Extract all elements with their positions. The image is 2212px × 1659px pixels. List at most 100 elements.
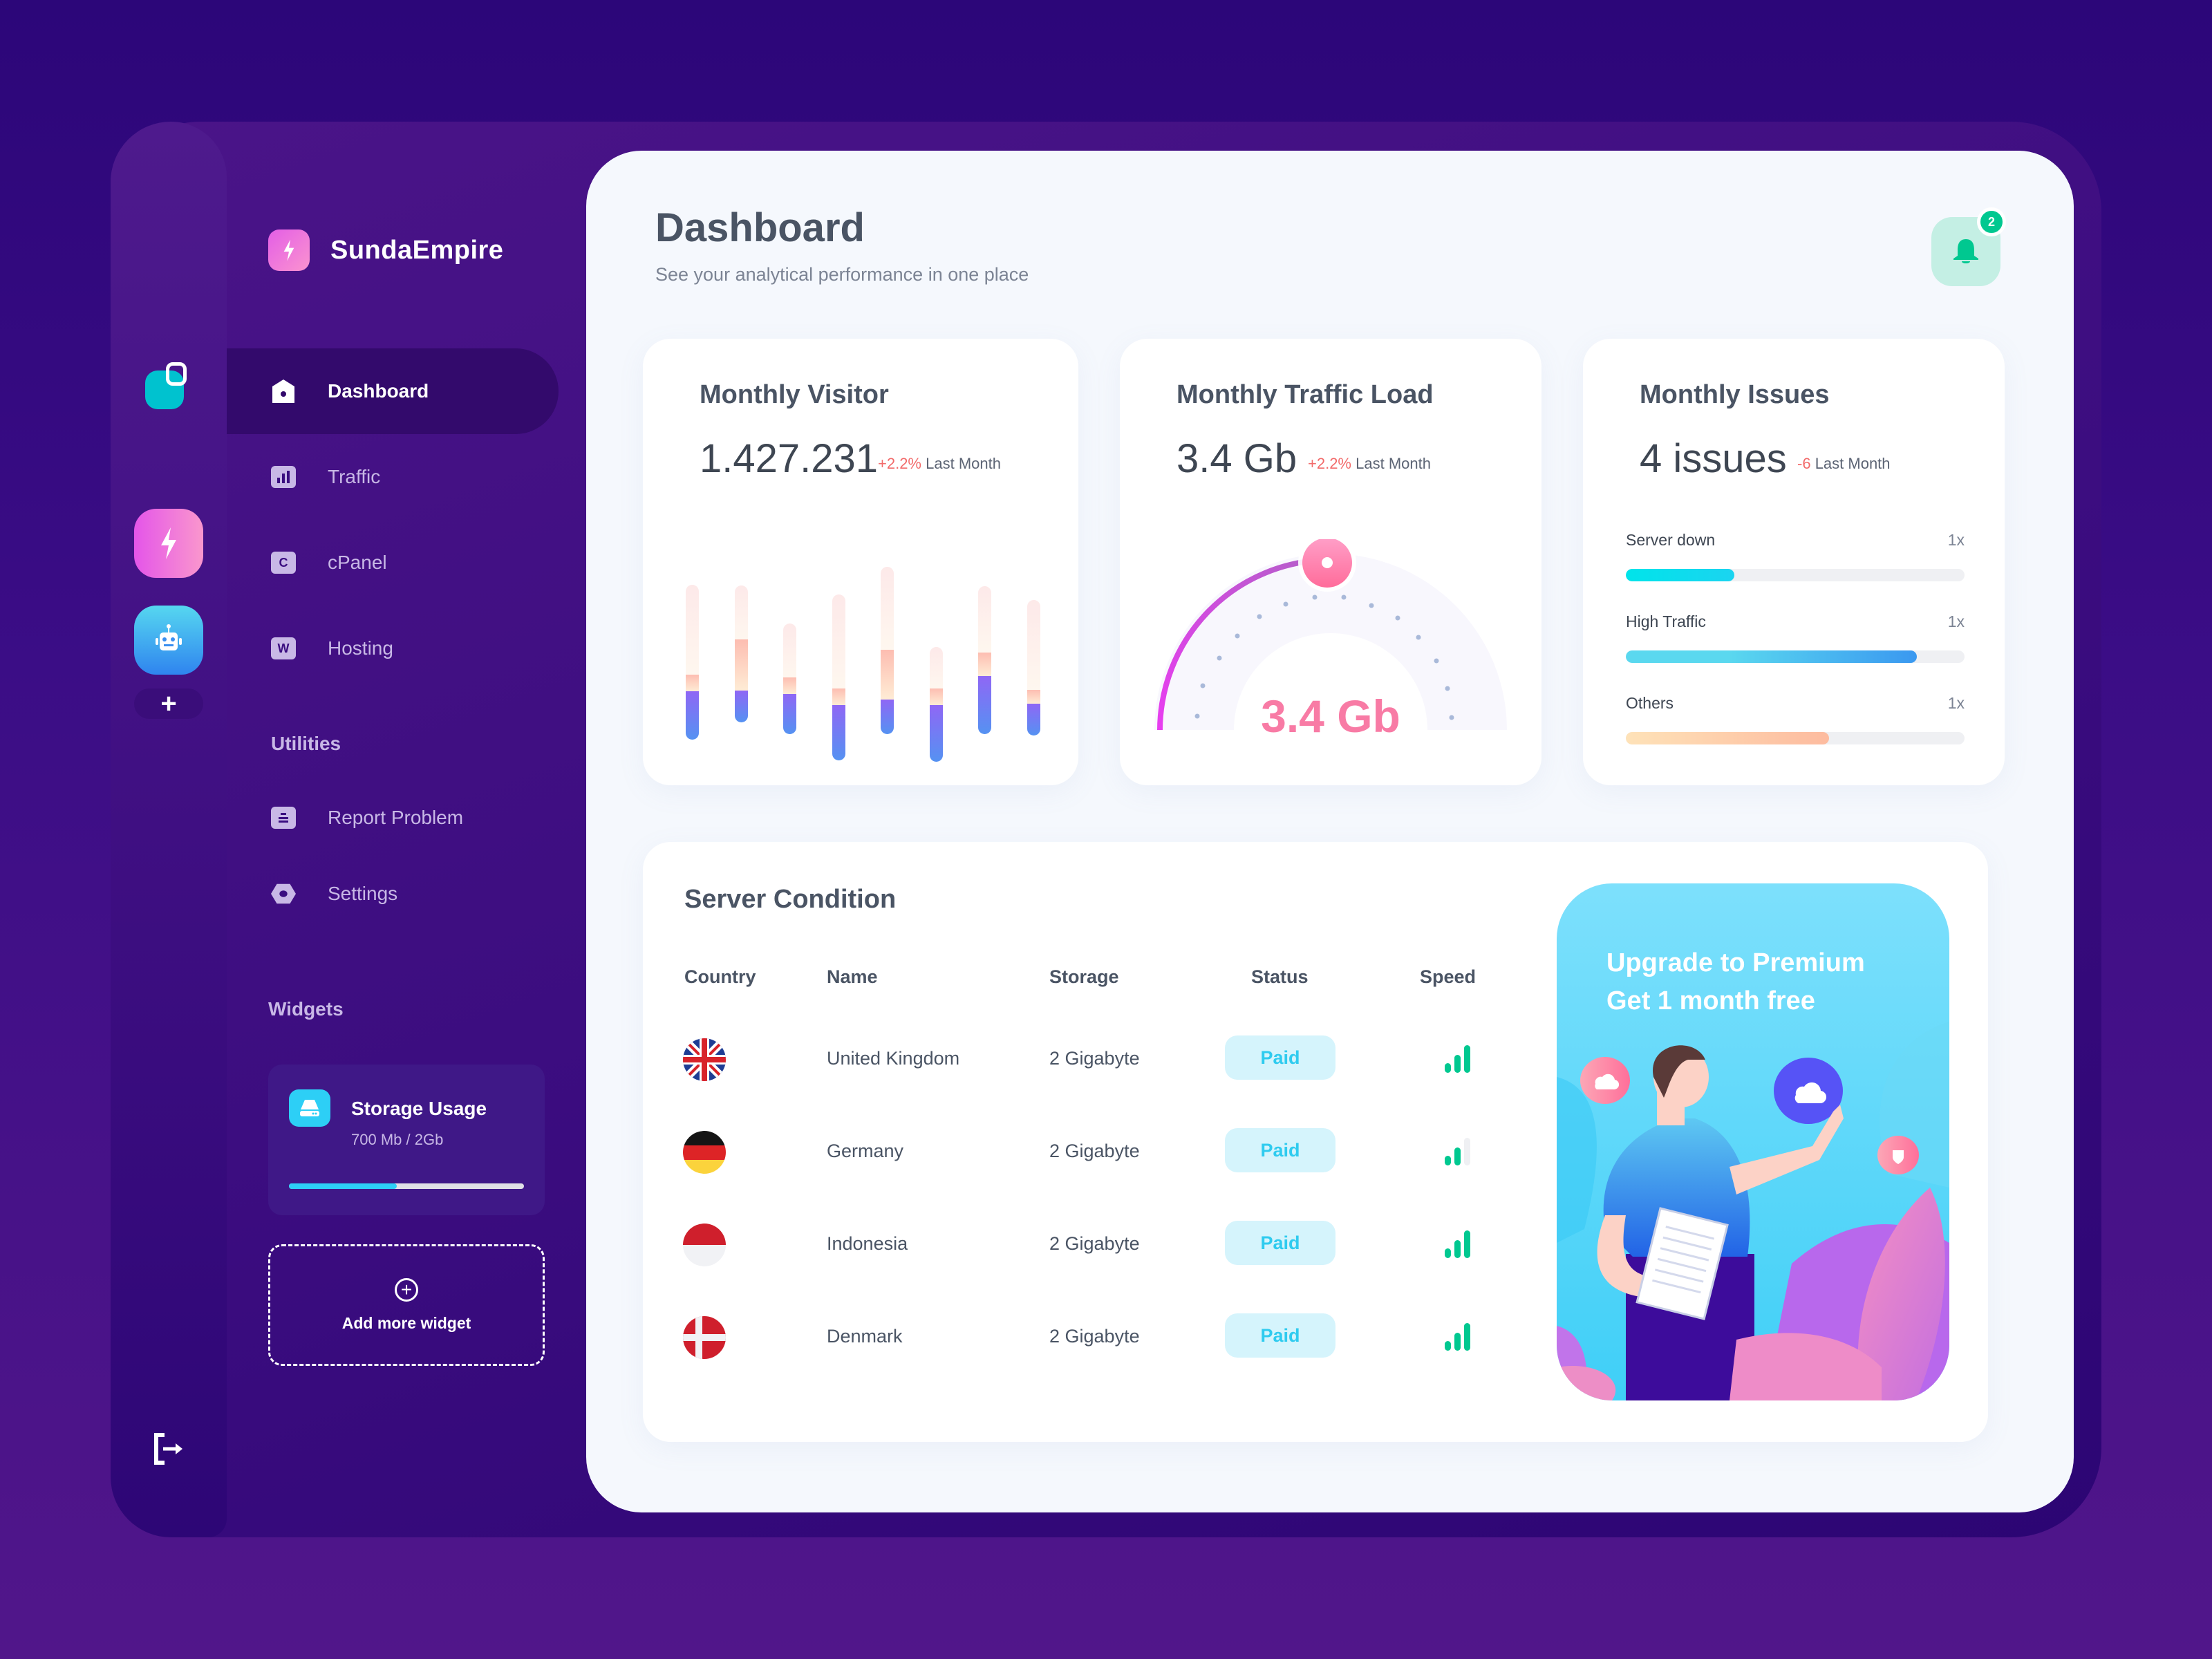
- sidebar-item-traffic[interactable]: Traffic: [227, 434, 559, 520]
- sidebar-item-hosting[interactable]: W Hosting: [227, 606, 559, 691]
- visitor-bar: [1027, 600, 1040, 735]
- server-name: Denmark: [827, 1326, 903, 1347]
- flag-indonesia-icon: [683, 1224, 726, 1266]
- visitor-bar: [734, 585, 748, 722]
- visitor-bar: [929, 647, 943, 762]
- brand-logo-icon: [268, 229, 310, 271]
- table-row[interactable]: Indonesia 2 Gigabyte Paid: [643, 1221, 1541, 1269]
- visitor-delta: +2.2% Last Month: [878, 455, 1001, 472]
- server-storage: 2 Gigabyte: [1049, 1141, 1140, 1161]
- premium-illustration: [1557, 1022, 1949, 1400]
- brand: SundaEmpire: [268, 229, 503, 271]
- visitor-bar: [783, 624, 796, 734]
- notification-badge: 2: [1977, 207, 2006, 236]
- column-storage: Storage: [1049, 966, 1119, 987]
- sidebar-item-label: Hosting: [328, 637, 393, 659]
- page-subtitle: See your analytical performance in one p…: [655, 264, 1029, 285]
- sidebar-item-report-problem[interactable]: Report Problem: [227, 780, 559, 856]
- visitor-bar: [686, 585, 699, 740]
- visitor-bar: [978, 586, 991, 734]
- monthly-visitor-card: Monthly Visitor 1.427.231 +2.2% Last Mon…: [643, 339, 1078, 785]
- page-title: Dashboard: [655, 205, 865, 250]
- server-condition-card: Server Condition Country Name Storage St…: [643, 842, 1988, 1442]
- sidebar-item-label: Traffic: [328, 466, 381, 487]
- flag-uk-icon: [683, 1038, 726, 1081]
- flag-germany-icon: [683, 1131, 726, 1174]
- flag-denmark-icon: [683, 1316, 726, 1359]
- hosting-icon: W: [271, 637, 296, 659]
- table-row[interactable]: United Kingdom 2 Gigabyte Paid: [643, 1035, 1541, 1084]
- issue-high-traffic: High Traffic 1x: [1626, 612, 1965, 663]
- traffic-value: 3.4 Gb: [1177, 436, 1297, 481]
- traffic-delta: +2.2% Last Month: [1308, 455, 1431, 472]
- status-badge: Paid: [1225, 1221, 1335, 1265]
- table-row[interactable]: Denmark 2 Gigabyte Paid: [643, 1313, 1541, 1362]
- server-storage: 2 Gigabyte: [1049, 1233, 1140, 1254]
- issue-server-down: Server down 1x: [1626, 531, 1965, 581]
- premium-text: Upgrade to Premium Get 1 month free: [1606, 948, 1865, 1016]
- cpanel-icon: C: [271, 552, 296, 574]
- signal-icon: [1445, 1042, 1472, 1073]
- server-storage: 2 Gigabyte: [1049, 1326, 1140, 1347]
- storage-title: Storage Usage: [351, 1098, 487, 1119]
- issues-delta: -6 Last Month: [1797, 455, 1891, 472]
- server-name: Indonesia: [827, 1233, 908, 1254]
- table-row[interactable]: Germany 2 Gigabyte Paid: [643, 1128, 1541, 1177]
- rail-add-button[interactable]: +: [134, 688, 203, 719]
- robot-icon: [156, 624, 182, 650]
- bolt-icon: [161, 527, 176, 559]
- brand-name: SundaEmpire: [330, 235, 504, 265]
- add-widget-label: Add more widget: [341, 1313, 471, 1332]
- visitor-bar-chart: [686, 553, 1045, 762]
- upgrade-premium-banner[interactable]: Upgrade to Premium Get 1 month free: [1557, 883, 1949, 1400]
- storage-usage-widget[interactable]: Storage Usage 700 Mb / 2Gb: [268, 1065, 545, 1215]
- app-logo: [145, 362, 187, 411]
- plus-icon: +: [160, 688, 177, 719]
- sidebar-item-label: Dashboard: [328, 380, 429, 402]
- bar-chart-icon: [271, 466, 296, 488]
- column-status: Status: [1251, 966, 1309, 987]
- column-name: Name: [827, 966, 878, 987]
- sidebar-item-label: cPanel: [328, 552, 387, 573]
- sidebar-item-cpanel[interactable]: C cPanel: [227, 520, 559, 606]
- issue-others: Others 1x: [1626, 694, 1965, 744]
- settings-icon: [271, 883, 296, 905]
- section-label-utilities: Utilities: [271, 733, 341, 754]
- visitor-value: 1.427.231: [700, 436, 879, 481]
- column-country: Country: [684, 966, 756, 987]
- status-badge: Paid: [1225, 1128, 1335, 1172]
- bell-icon: [1953, 239, 1978, 263]
- status-badge: Paid: [1225, 1035, 1335, 1080]
- visitor-bar: [881, 567, 894, 734]
- storage-progress: [289, 1183, 524, 1189]
- storage-amount: 700 Mb / 2Gb: [351, 1131, 444, 1148]
- rail-app-robot[interactable]: [134, 606, 203, 675]
- column-speed: Speed: [1420, 966, 1477, 987]
- monthly-traffic-card: Monthly Traffic Load 3.4 Gb +2.2% Last M…: [1120, 339, 1541, 785]
- logout-icon: [154, 1433, 182, 1465]
- main-panel: Dashboard See your analytical performanc…: [586, 151, 2074, 1512]
- signal-icon: [1445, 1135, 1472, 1165]
- section-label-widgets: Widgets: [268, 998, 344, 1020]
- sidebar-nav: Dashboard Traffic C cPanel W Hosting Uti…: [227, 348, 559, 932]
- report-icon: [271, 807, 296, 829]
- card-title: Monthly Visitor: [700, 380, 889, 409]
- sidebar-item-dashboard[interactable]: Dashboard: [227, 348, 559, 434]
- icon-rail: [111, 122, 227, 1537]
- issues-value: 4 issues: [1640, 436, 1787, 481]
- sidebar-item-label: Report Problem: [328, 807, 464, 828]
- logout-button[interactable]: [152, 1430, 185, 1468]
- hard-drive-icon: [289, 1089, 330, 1127]
- server-name: United Kingdom: [827, 1048, 960, 1069]
- signal-icon: [1445, 1228, 1472, 1258]
- sidebar-item-settings[interactable]: Settings: [227, 856, 559, 932]
- add-widget-button[interactable]: + Add more widget: [268, 1244, 545, 1366]
- card-title: Monthly Traffic Load: [1177, 380, 1434, 409]
- server-name: Germany: [827, 1141, 904, 1161]
- rail-app-bolt[interactable]: [134, 509, 203, 578]
- traffic-gauge: 3.4 Gb: [1154, 534, 1507, 747]
- sidebar-item-label: Settings: [328, 883, 398, 904]
- section-title: Server Condition: [684, 885, 897, 914]
- plus-circle-icon: +: [395, 1277, 418, 1302]
- signal-icon: [1445, 1320, 1472, 1351]
